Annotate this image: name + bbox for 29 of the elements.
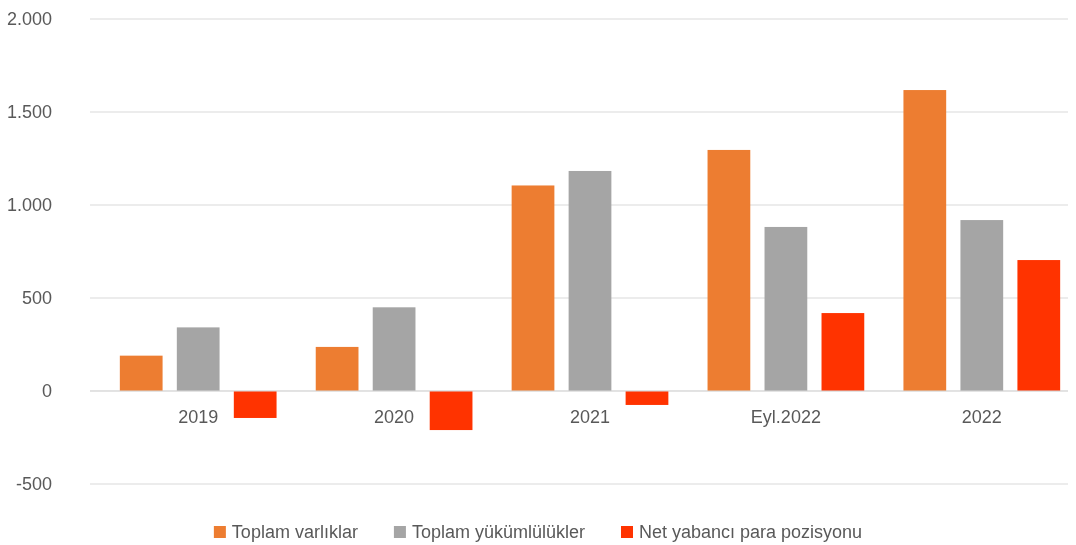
bar: [372, 307, 416, 391]
x-tick-label: 2019: [178, 407, 219, 427]
bar: [176, 327, 220, 391]
bar: [233, 391, 277, 418]
bar: [960, 220, 1004, 391]
bar: [568, 170, 612, 391]
bar: [1017, 260, 1061, 391]
bar: [625, 391, 669, 405]
y-tick-label: 500: [21, 288, 52, 309]
bar: [119, 355, 163, 391]
y-tick-label: 2.000: [6, 9, 52, 30]
bar: [903, 90, 947, 391]
legend-label: Toplam yükümlülükler: [411, 522, 585, 543]
x-tick-label: 2021: [569, 407, 611, 427]
legend-label: Net yabancı para pozisyonu: [638, 522, 863, 543]
bar: [764, 226, 808, 391]
bar: [821, 313, 865, 391]
y-tick-label: -500: [15, 474, 52, 495]
bar: [511, 185, 555, 391]
y-tick-label: 1.500: [6, 102, 52, 123]
bar: [429, 391, 473, 431]
bar: [315, 346, 359, 391]
legend-label: Toplam varlıklar: [231, 522, 358, 543]
x-tick-label: Eyl.2022: [750, 407, 821, 427]
y-tick-label: 0: [41, 381, 52, 402]
y-tick-label: 1.000: [6, 195, 52, 216]
bar: [707, 149, 751, 391]
x-tick-label: 2022: [961, 407, 1002, 427]
x-tick-label: 2020: [374, 407, 415, 427]
